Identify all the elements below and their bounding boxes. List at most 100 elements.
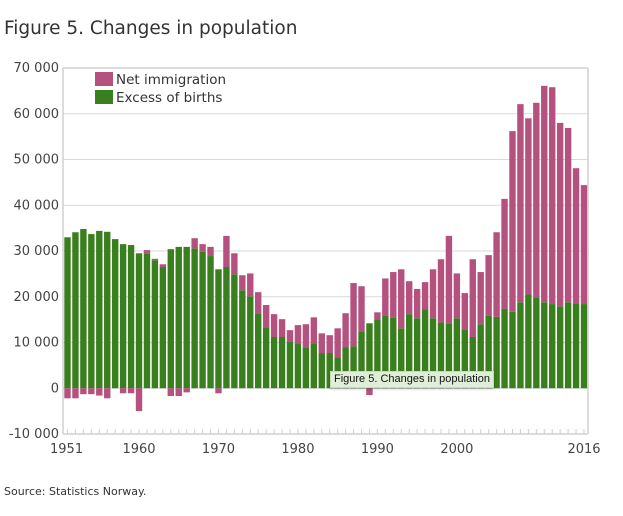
bar-net-immigration-1987[interactable] [350,283,357,347]
bar-excess-of-births-2009[interactable] [525,294,532,389]
bar-excess-of-births-2007[interactable] [509,311,516,389]
bar-excess-of-births-1979[interactable] [286,342,294,389]
bar-excess-of-births-1978[interactable] [278,337,286,389]
bar-net-immigration-1999[interactable] [445,235,453,324]
bar-excess-of-births-1960[interactable] [135,253,143,389]
bar-net-immigration-1951[interactable] [64,388,71,399]
bar-net-immigration-1971[interactable] [223,235,230,268]
bar-excess-of-births-1996[interactable] [421,309,429,389]
bar-excess-of-births-2004[interactable] [485,315,492,389]
bar-net-immigration-1962[interactable] [151,258,159,261]
bar-net-immigration-1976[interactable] [262,304,270,328]
bar-excess-of-births-2015[interactable] [572,303,580,389]
bar-excess-of-births-1980[interactable] [294,343,302,389]
bar-excess-of-births-1981[interactable] [302,347,310,389]
bar-excess-of-births-2000[interactable] [453,318,461,389]
bar-net-immigration-1973[interactable] [239,275,246,291]
bar-net-immigration-1965[interactable] [175,388,182,397]
bar-excess-of-births-1969[interactable] [207,256,214,389]
bar-excess-of-births-1954[interactable] [88,234,95,389]
bar-excess-of-births-1988[interactable] [358,331,365,389]
bar-net-immigration-1961[interactable] [143,250,151,254]
bar-excess-of-births-1983[interactable] [318,353,325,389]
bar-excess-of-births-1973[interactable] [239,290,246,389]
bar-net-immigration-2010[interactable] [533,102,540,298]
bar-net-immigration-1956[interactable] [104,388,111,399]
bar-net-immigration-2000[interactable] [453,273,461,319]
bar-net-immigration-2009[interactable] [525,118,532,295]
bar-excess-of-births-1984[interactable] [326,353,333,389]
bar-excess-of-births-2002[interactable] [469,337,476,389]
bar-net-immigration-1977[interactable] [270,314,278,338]
bar-net-immigration-1990[interactable] [374,312,381,320]
bar-excess-of-births-1989[interactable] [366,323,373,389]
bar-excess-of-births-1956[interactable] [104,231,111,389]
bar-net-immigration-2006[interactable] [501,198,508,309]
bar-excess-of-births-1951[interactable] [64,237,71,389]
bar-excess-of-births-2012[interactable] [549,304,556,389]
bar-net-immigration-1984[interactable] [326,335,333,354]
bar-excess-of-births-1967[interactable] [191,248,198,389]
bar-excess-of-births-1974[interactable] [247,296,254,389]
bar-excess-of-births-1955[interactable] [96,230,103,389]
legend[interactable]: Net immigration Excess of births [95,72,226,106]
bar-net-immigration-1968[interactable] [199,244,206,252]
bar-excess-of-births-1968[interactable] [199,251,206,389]
bar-net-immigration-1982[interactable] [310,317,318,344]
bar-net-immigration-1955[interactable] [96,388,103,396]
bar-excess-of-births-2010[interactable] [533,297,540,389]
bar-net-immigration-2016[interactable] [580,185,588,305]
bar-net-immigration-2012[interactable] [549,87,556,305]
bar-net-immigration-1979[interactable] [286,330,294,343]
bar-excess-of-births-1977[interactable] [270,337,278,389]
bar-excess-of-births-1992[interactable] [390,317,397,389]
bar-net-immigration-1953[interactable] [80,388,87,395]
bar-net-immigration-1980[interactable] [294,325,302,344]
bar-excess-of-births-1976[interactable] [262,327,270,389]
bar-excess-of-births-2013[interactable] [556,306,564,389]
bar-excess-of-births-2005[interactable] [493,316,500,389]
bar-net-immigration-2001[interactable] [461,293,469,330]
bar-excess-of-births-1970[interactable] [215,269,222,389]
bar-excess-of-births-1957[interactable] [111,239,119,389]
bar-net-immigration-1985[interactable] [334,328,341,358]
bar-net-immigration-1964[interactable] [167,388,174,397]
bar-excess-of-births-1962[interactable] [151,260,159,389]
bar-excess-of-births-2016[interactable] [580,304,588,389]
bar-net-immigration-1959[interactable] [127,388,135,394]
bar-net-immigration-1958[interactable] [119,388,127,394]
bar-excess-of-births-2008[interactable] [517,302,524,389]
bar-excess-of-births-1963[interactable] [159,267,167,389]
bar-excess-of-births-1995[interactable] [413,318,421,389]
bar-net-immigration-2004[interactable] [485,255,492,316]
bar-excess-of-births-1964[interactable] [167,249,174,389]
bar-excess-of-births-1987[interactable] [350,346,357,389]
bar-excess-of-births-1958[interactable] [119,244,127,389]
bar-excess-of-births-1959[interactable] [127,245,135,389]
bar-net-immigration-2007[interactable] [509,131,516,312]
bar-excess-of-births-2006[interactable] [501,308,508,389]
bar-excess-of-births-1966[interactable] [183,246,190,389]
bar-excess-of-births-1994[interactable] [405,314,413,389]
bar-net-immigration-1995[interactable] [413,288,421,319]
bar-net-immigration-1966[interactable] [183,388,190,393]
bar-net-immigration-1970[interactable] [215,388,222,394]
bar-net-immigration-1981[interactable] [302,324,310,348]
bar-net-immigration-1960[interactable] [135,388,143,412]
bar-net-immigration-1997[interactable] [429,269,437,319]
bar-excess-of-births-1965[interactable] [175,246,182,389]
bar-excess-of-births-1971[interactable] [223,267,230,389]
bar-net-immigration-1954[interactable] [88,388,95,395]
bar-excess-of-births-1997[interactable] [429,318,437,389]
bar-net-immigration-2005[interactable] [493,232,500,317]
bar-net-immigration-1992[interactable] [390,272,397,318]
bar-excess-of-births-1993[interactable] [398,328,405,389]
bar-net-immigration-2003[interactable] [477,272,484,325]
bar-excess-of-births-1972[interactable] [231,274,238,389]
bar-excess-of-births-1953[interactable] [80,229,87,389]
bar-excess-of-births-1982[interactable] [310,343,318,389]
bar-excess-of-births-2014[interactable] [564,302,572,389]
bar-excess-of-births-2001[interactable] [461,329,469,389]
bar-net-immigration-1988[interactable] [358,286,365,332]
bar-net-immigration-2015[interactable] [572,168,580,304]
